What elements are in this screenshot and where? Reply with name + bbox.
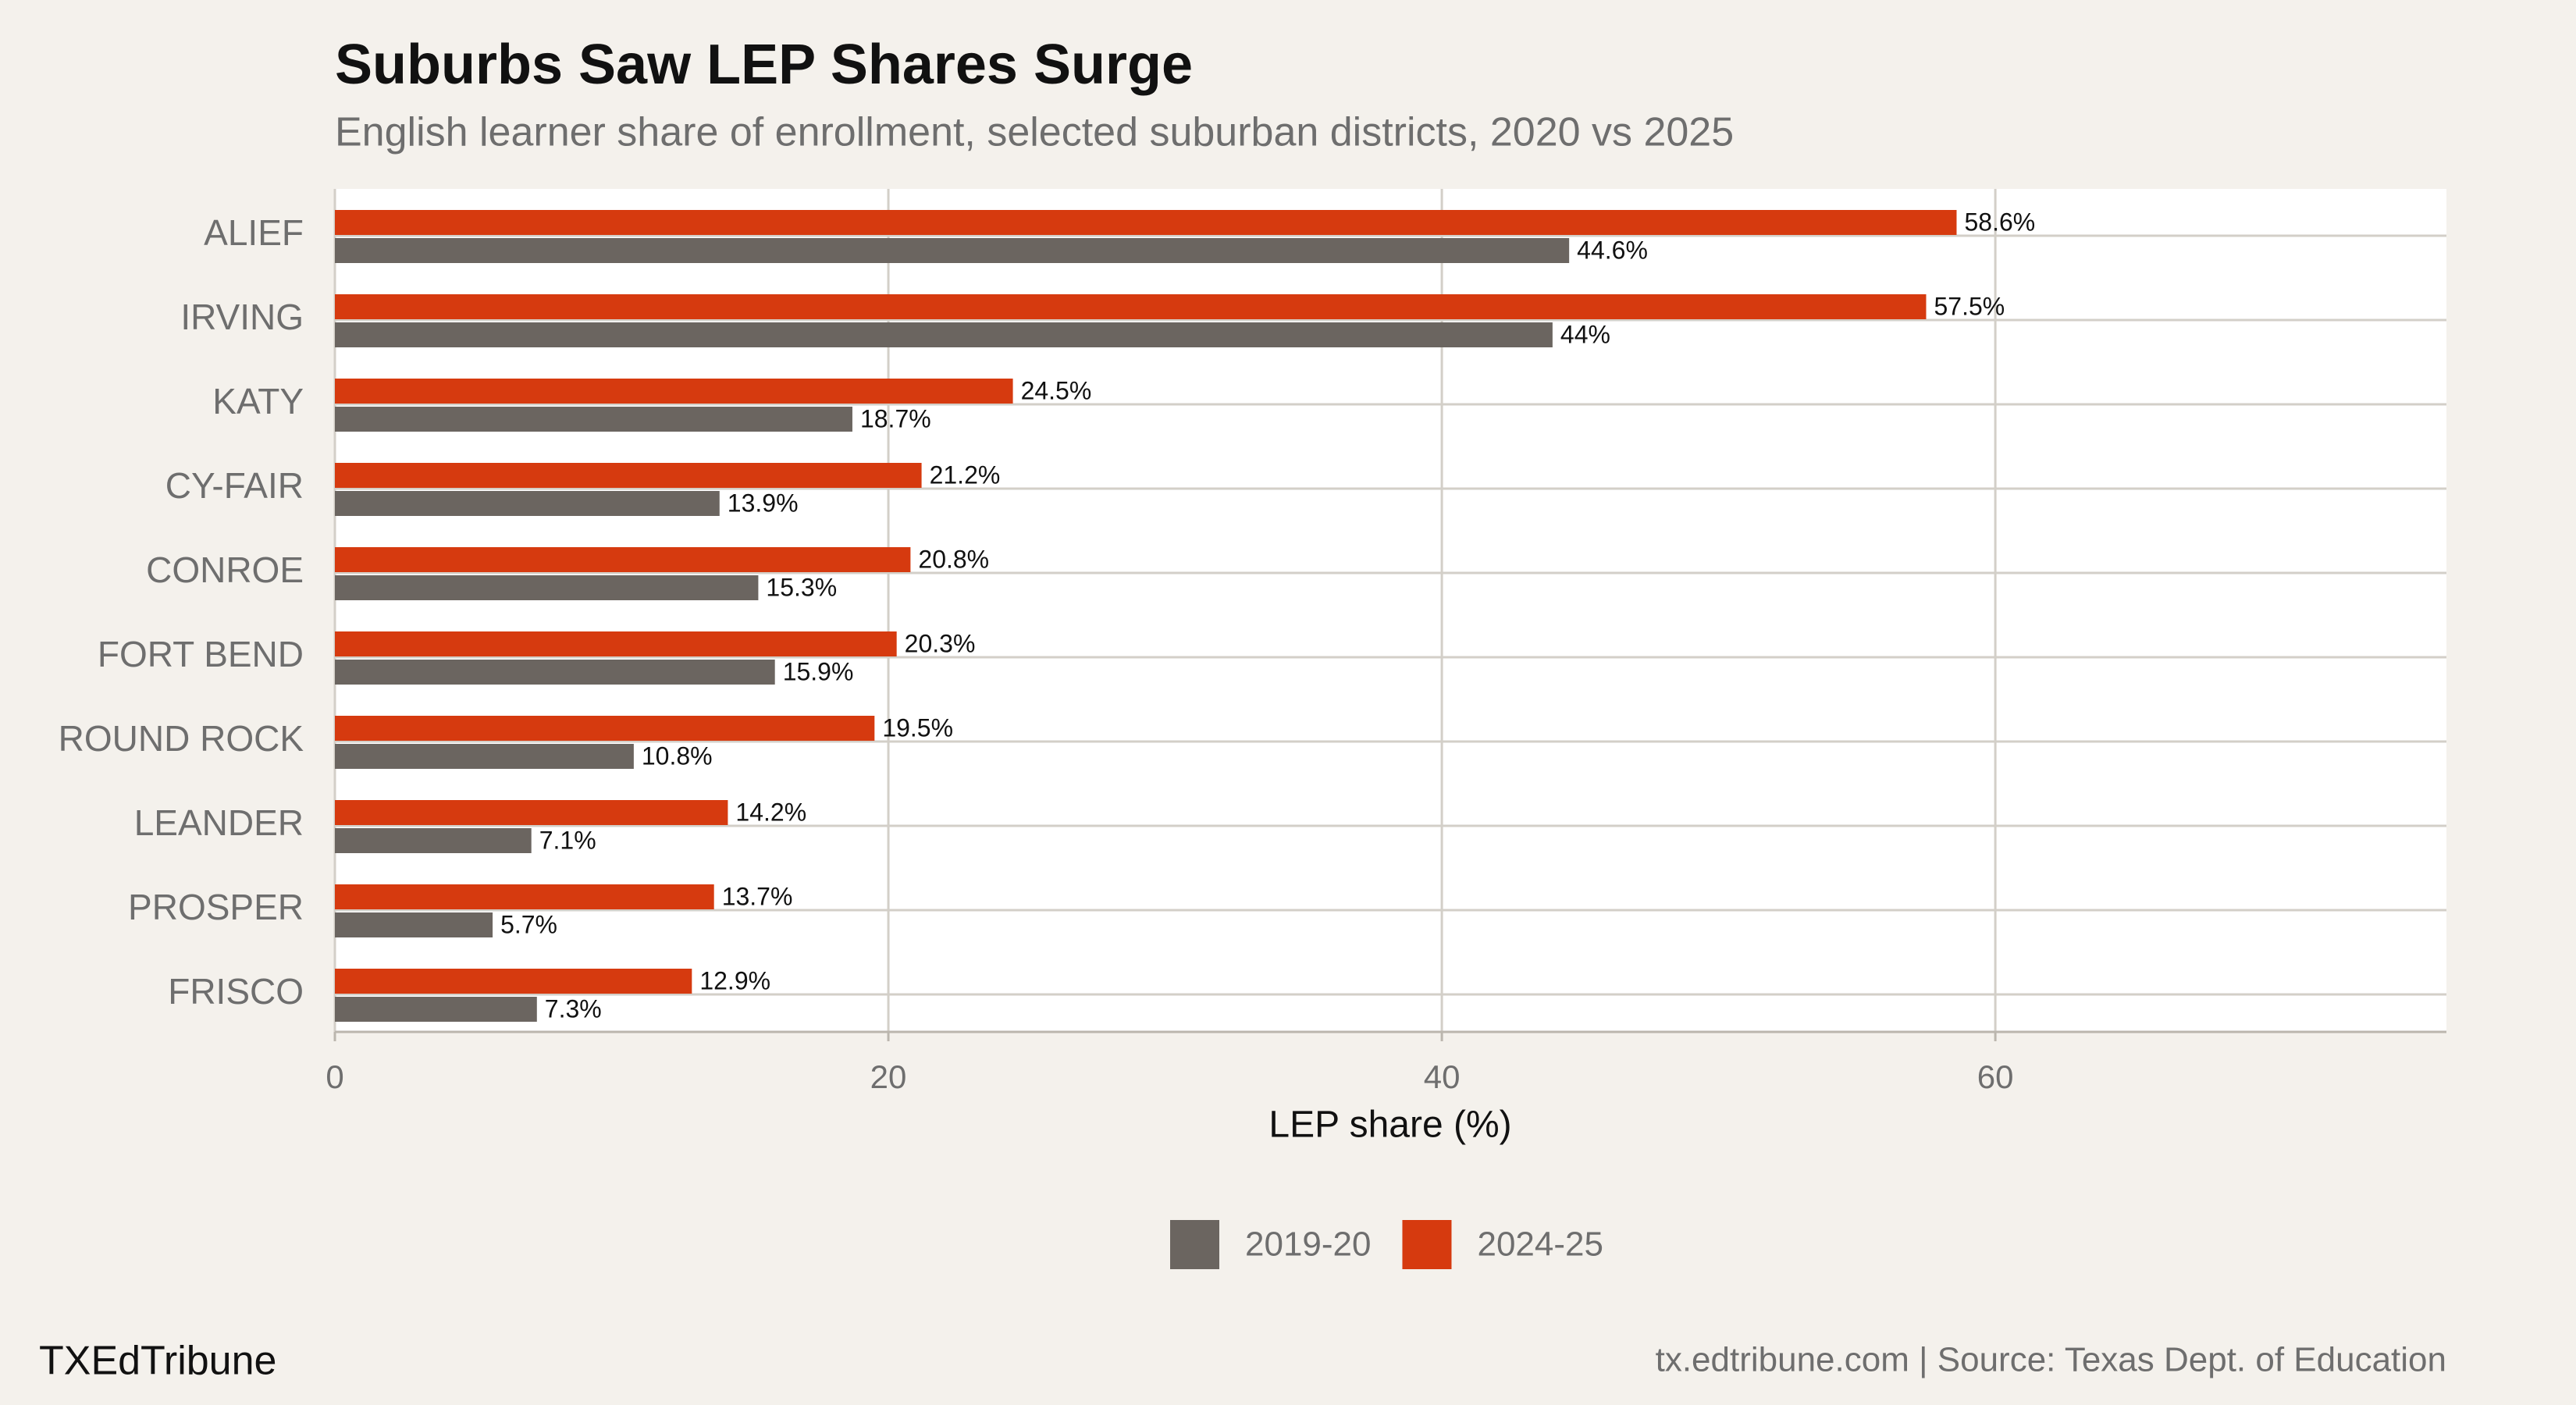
legend-swatch xyxy=(1170,1220,1219,1269)
bar xyxy=(335,575,759,600)
value-label: 7.3% xyxy=(545,994,602,1023)
value-label: 18.7% xyxy=(860,404,931,432)
brand: TXEdTribune xyxy=(39,1339,276,1384)
bar xyxy=(335,912,493,937)
x-tick-label: 0 xyxy=(326,1058,343,1095)
bar xyxy=(335,884,714,909)
bar xyxy=(335,716,875,741)
bar xyxy=(335,210,1957,235)
bar xyxy=(335,660,775,685)
value-label: 57.5% xyxy=(1934,292,2005,320)
y-tick-label: LEANDER xyxy=(134,802,304,843)
value-label: 5.7% xyxy=(500,910,557,938)
chart-title: Suburbs Saw LEP Shares Surge xyxy=(335,34,1193,96)
value-label: 21.2% xyxy=(930,461,1001,489)
y-tick-label: ROUND ROCK xyxy=(59,718,304,759)
y-tick-label: PROSPER xyxy=(128,887,304,927)
value-label: 20.8% xyxy=(918,545,989,573)
bar xyxy=(335,744,634,769)
value-label: 14.2% xyxy=(735,798,806,826)
bar xyxy=(335,322,1553,347)
legend-label: 2019-20 xyxy=(1245,1225,1371,1264)
value-label: 13.7% xyxy=(722,882,793,910)
value-label: 44% xyxy=(1560,320,1610,348)
value-label: 15.3% xyxy=(766,573,837,601)
y-tick-label: FORT BEND xyxy=(98,634,304,674)
bar xyxy=(335,631,897,656)
chart-subtitle: English learner share of enrollment, sel… xyxy=(335,110,1734,155)
bar xyxy=(335,294,1927,319)
bar xyxy=(335,828,532,853)
y-tick-label: FRISCO xyxy=(168,971,304,1012)
x-tick-label: 60 xyxy=(1977,1058,2014,1095)
y-tick-label: CONROE xyxy=(146,550,304,590)
caption: tx.edtribune.com | Source: Texas Dept. o… xyxy=(1656,1341,2446,1379)
y-tick-label: ALIEF xyxy=(204,212,304,253)
y-tick-label: IRVING xyxy=(180,297,304,337)
value-label: 20.3% xyxy=(905,629,976,657)
value-label: 10.8% xyxy=(642,742,713,770)
value-label: 19.5% xyxy=(882,713,953,742)
legend-label: 2024-25 xyxy=(1477,1225,1603,1264)
bar xyxy=(335,491,720,516)
value-label: 44.6% xyxy=(1577,236,1648,264)
value-label: 7.1% xyxy=(539,826,596,854)
bar xyxy=(335,407,852,432)
x-axis-title: LEP share (%) xyxy=(1268,1104,1511,1146)
value-label: 24.5% xyxy=(1021,376,1092,404)
bar xyxy=(335,969,692,994)
value-label: 13.9% xyxy=(728,489,799,517)
x-tick-label: 40 xyxy=(1424,1058,1461,1095)
legend-swatch xyxy=(1402,1220,1452,1269)
y-tick-label: KATY xyxy=(212,381,304,422)
x-tick-label: 20 xyxy=(870,1058,907,1095)
bar xyxy=(335,997,537,1022)
value-label: 15.9% xyxy=(783,657,854,685)
bar xyxy=(335,463,922,488)
bar xyxy=(335,547,911,572)
value-label: 58.6% xyxy=(1964,208,2035,236)
value-label: 12.9% xyxy=(699,966,770,994)
bar xyxy=(335,379,1013,404)
y-tick-label: CY-FAIR xyxy=(165,465,304,506)
bar xyxy=(335,238,1570,263)
bar xyxy=(335,800,728,825)
